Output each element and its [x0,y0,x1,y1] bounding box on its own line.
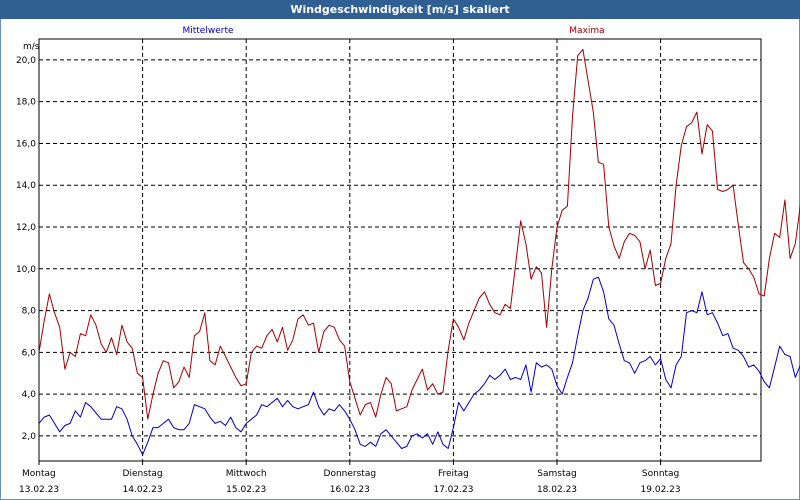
y-tick-label: 12,0 [16,223,36,233]
y-tick-label: 14,0 [16,181,36,191]
y-tick-label: 18,0 [16,98,36,108]
x-tick-day: Donnerstag [324,469,377,479]
x-axis: Montag 13.02.23 Dienstag 14.02.23 Mittwoch 15… [19,461,681,495]
series-lines [38,48,800,456]
legend-max: Maxima [569,26,604,36]
series-line-maxima [38,48,800,420]
x-tick-date: 16.02.23 [330,485,370,495]
y-tick-label: 16,0 [16,139,36,149]
y-axis-label: m/s [23,42,40,52]
x-tick-day: Samstag [537,469,576,479]
plot-area [38,38,762,462]
x-tick-day: Sonntag [642,469,679,479]
y-tick-label: 2,0 [22,432,37,442]
y-tick-label: 6,0 [22,348,37,358]
x-tick-date: 17.02.23 [433,485,473,495]
x-tick-day: Mittwoch [226,469,267,479]
y-tick-label: 20,0 [16,56,36,66]
x-tick-date: 18.02.23 [537,485,577,495]
x-tick-date: 13.02.23 [19,485,59,495]
x-tick-day: Montag [22,469,56,479]
series-line-mittelwerte [38,276,800,456]
y-axis: 2,0 4,0 6,0 8,0 10,0 12,0 14,0 16,0 18,0 20,0 [16,56,36,442]
y-tick-label: 4,0 [22,390,37,400]
legend-mean: Mittelwerte [182,26,233,36]
grid-lines [39,39,761,461]
x-tick-day: Dienstag [123,469,163,479]
x-tick-date: 19.02.23 [641,485,681,495]
x-tick-date: 15.02.23 [226,485,266,495]
chart-title: Windgeschwindigkeit [m/s] skaliert [0,0,800,19]
x-tick-date: 14.02.23 [123,485,163,495]
y-tick-label: 10,0 [16,265,36,275]
y-tick-label: 8,0 [22,307,37,317]
x-tick-day: Freitag [438,469,469,479]
